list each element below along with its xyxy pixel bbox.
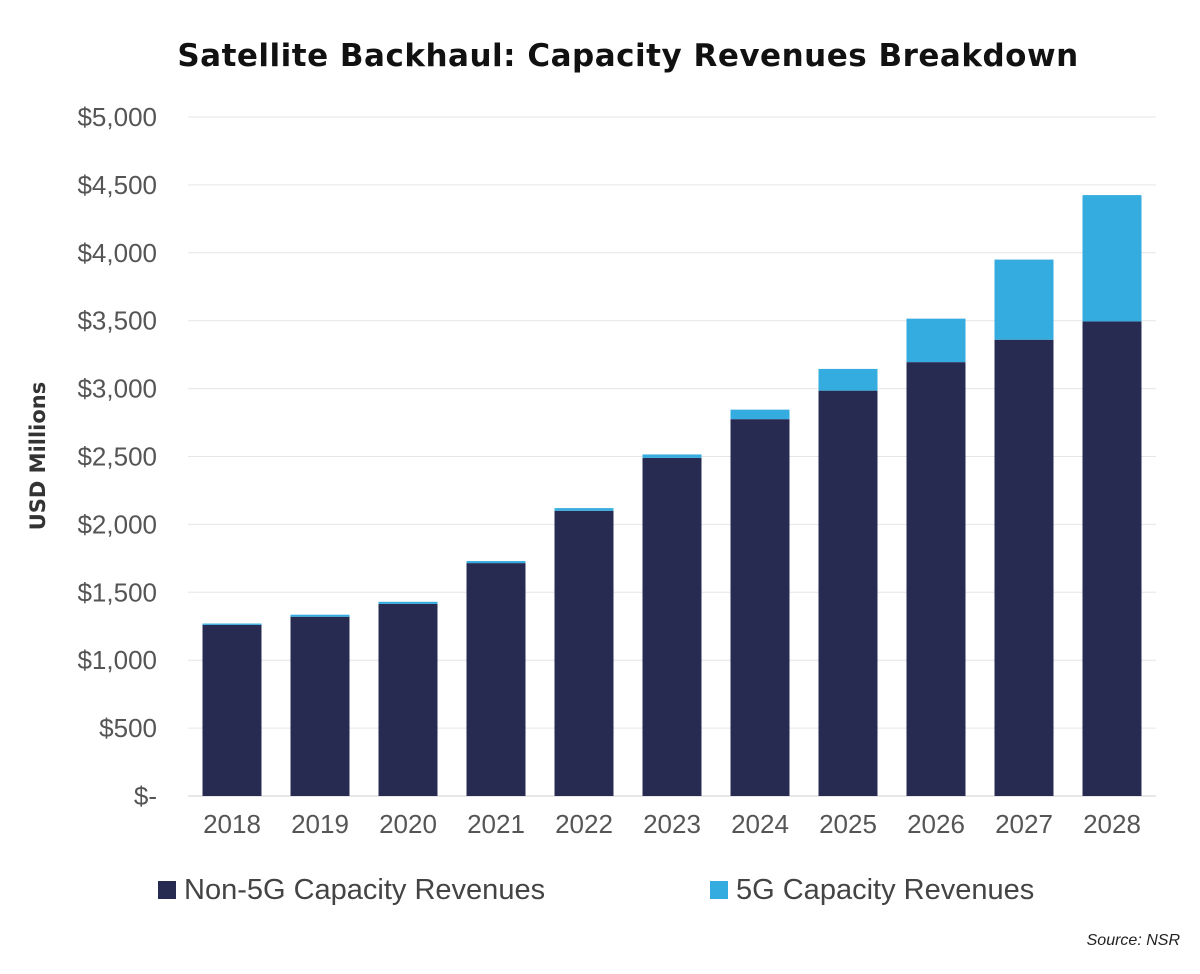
bar-non-5g: [642, 457, 702, 796]
y-tick-label: $-: [134, 781, 157, 811]
legend: Non-5G Capacity Revenues 5G Capacity Rev…: [0, 870, 1200, 910]
y-tick-label: $4,000: [77, 238, 157, 268]
bar-non-5g: [906, 362, 966, 796]
bar-non-5g: [466, 563, 526, 796]
y-tick-label: $3,000: [77, 374, 157, 404]
legend-swatch-5g: [710, 881, 728, 899]
x-tick-label: 2022: [555, 809, 613, 839]
bar-5g: [1082, 195, 1142, 322]
legend-item-5g: 5G Capacity Revenues: [710, 870, 1034, 910]
x-axis-ticks: 2018 2019 2020 2021 2022 2023 2024 2025 2026 2027…: [203, 809, 1141, 839]
x-tick-label: 2020: [379, 809, 437, 839]
x-tick-label: 2018: [203, 809, 261, 839]
x-tick-label: 2027: [995, 809, 1053, 839]
bar-non-5g: [378, 603, 438, 796]
y-tick-label: $4,500: [77, 170, 157, 200]
bar-5g: [730, 409, 790, 420]
y-tick-label: $500: [99, 713, 157, 743]
bar-non-5g: [818, 390, 878, 796]
x-tick-label: 2019: [291, 809, 349, 839]
bar-non-5g: [994, 339, 1054, 796]
bar-5g: [290, 614, 350, 617]
x-tick-label: 2021: [467, 809, 525, 839]
y-tick-label: $5,000: [77, 102, 157, 132]
bar-non-5g: [554, 510, 614, 796]
bar-non-5g: [202, 624, 262, 796]
x-tick-label: 2028: [1083, 809, 1141, 839]
bar-5g: [994, 259, 1054, 340]
x-tick-label: 2024: [731, 809, 789, 839]
x-tick-label: 2023: [643, 809, 701, 839]
bar-5g: [818, 368, 878, 391]
y-axis-ticks: $- $500 $1,000 $1,500 $2,000 $2,500 $3,000 $3,5…: [77, 102, 157, 811]
bars: [202, 195, 1142, 796]
source-note: Source: NSR: [1086, 932, 1180, 949]
x-tick-label: 2026: [907, 809, 965, 839]
plot-area: $- $500 $1,000 $1,500 $2,000 $2,500 $3,000 $3,5…: [77, 102, 1156, 839]
bar-5g: [554, 508, 614, 511]
bar-non-5g: [1082, 321, 1142, 796]
y-tick-label: $2,500: [77, 442, 157, 472]
bar-5g: [906, 318, 966, 363]
bar-5g: [202, 623, 262, 625]
bar-5g: [642, 454, 702, 458]
legend-swatch-non-5g: [158, 881, 176, 899]
y-tick-label: $1,000: [77, 645, 157, 675]
y-tick-label: $3,500: [77, 306, 157, 336]
bar-5g: [378, 601, 438, 604]
bar-5g: [466, 561, 526, 564]
legend-item-non-5g: Non-5G Capacity Revenues: [158, 870, 545, 910]
y-tick-label: $1,500: [77, 577, 157, 607]
legend-label-5g: 5G Capacity Revenues: [736, 873, 1035, 906]
y-tick-label: $2,000: [77, 509, 157, 539]
chart-title: Satellite Backhaul: Capacity Revenues Br…: [177, 38, 1079, 74]
bar-non-5g: [290, 616, 350, 796]
bar-non-5g: [730, 419, 790, 796]
legend-label-non-5g: Non-5G Capacity Revenues: [184, 873, 546, 906]
x-tick-label: 2025: [819, 809, 877, 839]
